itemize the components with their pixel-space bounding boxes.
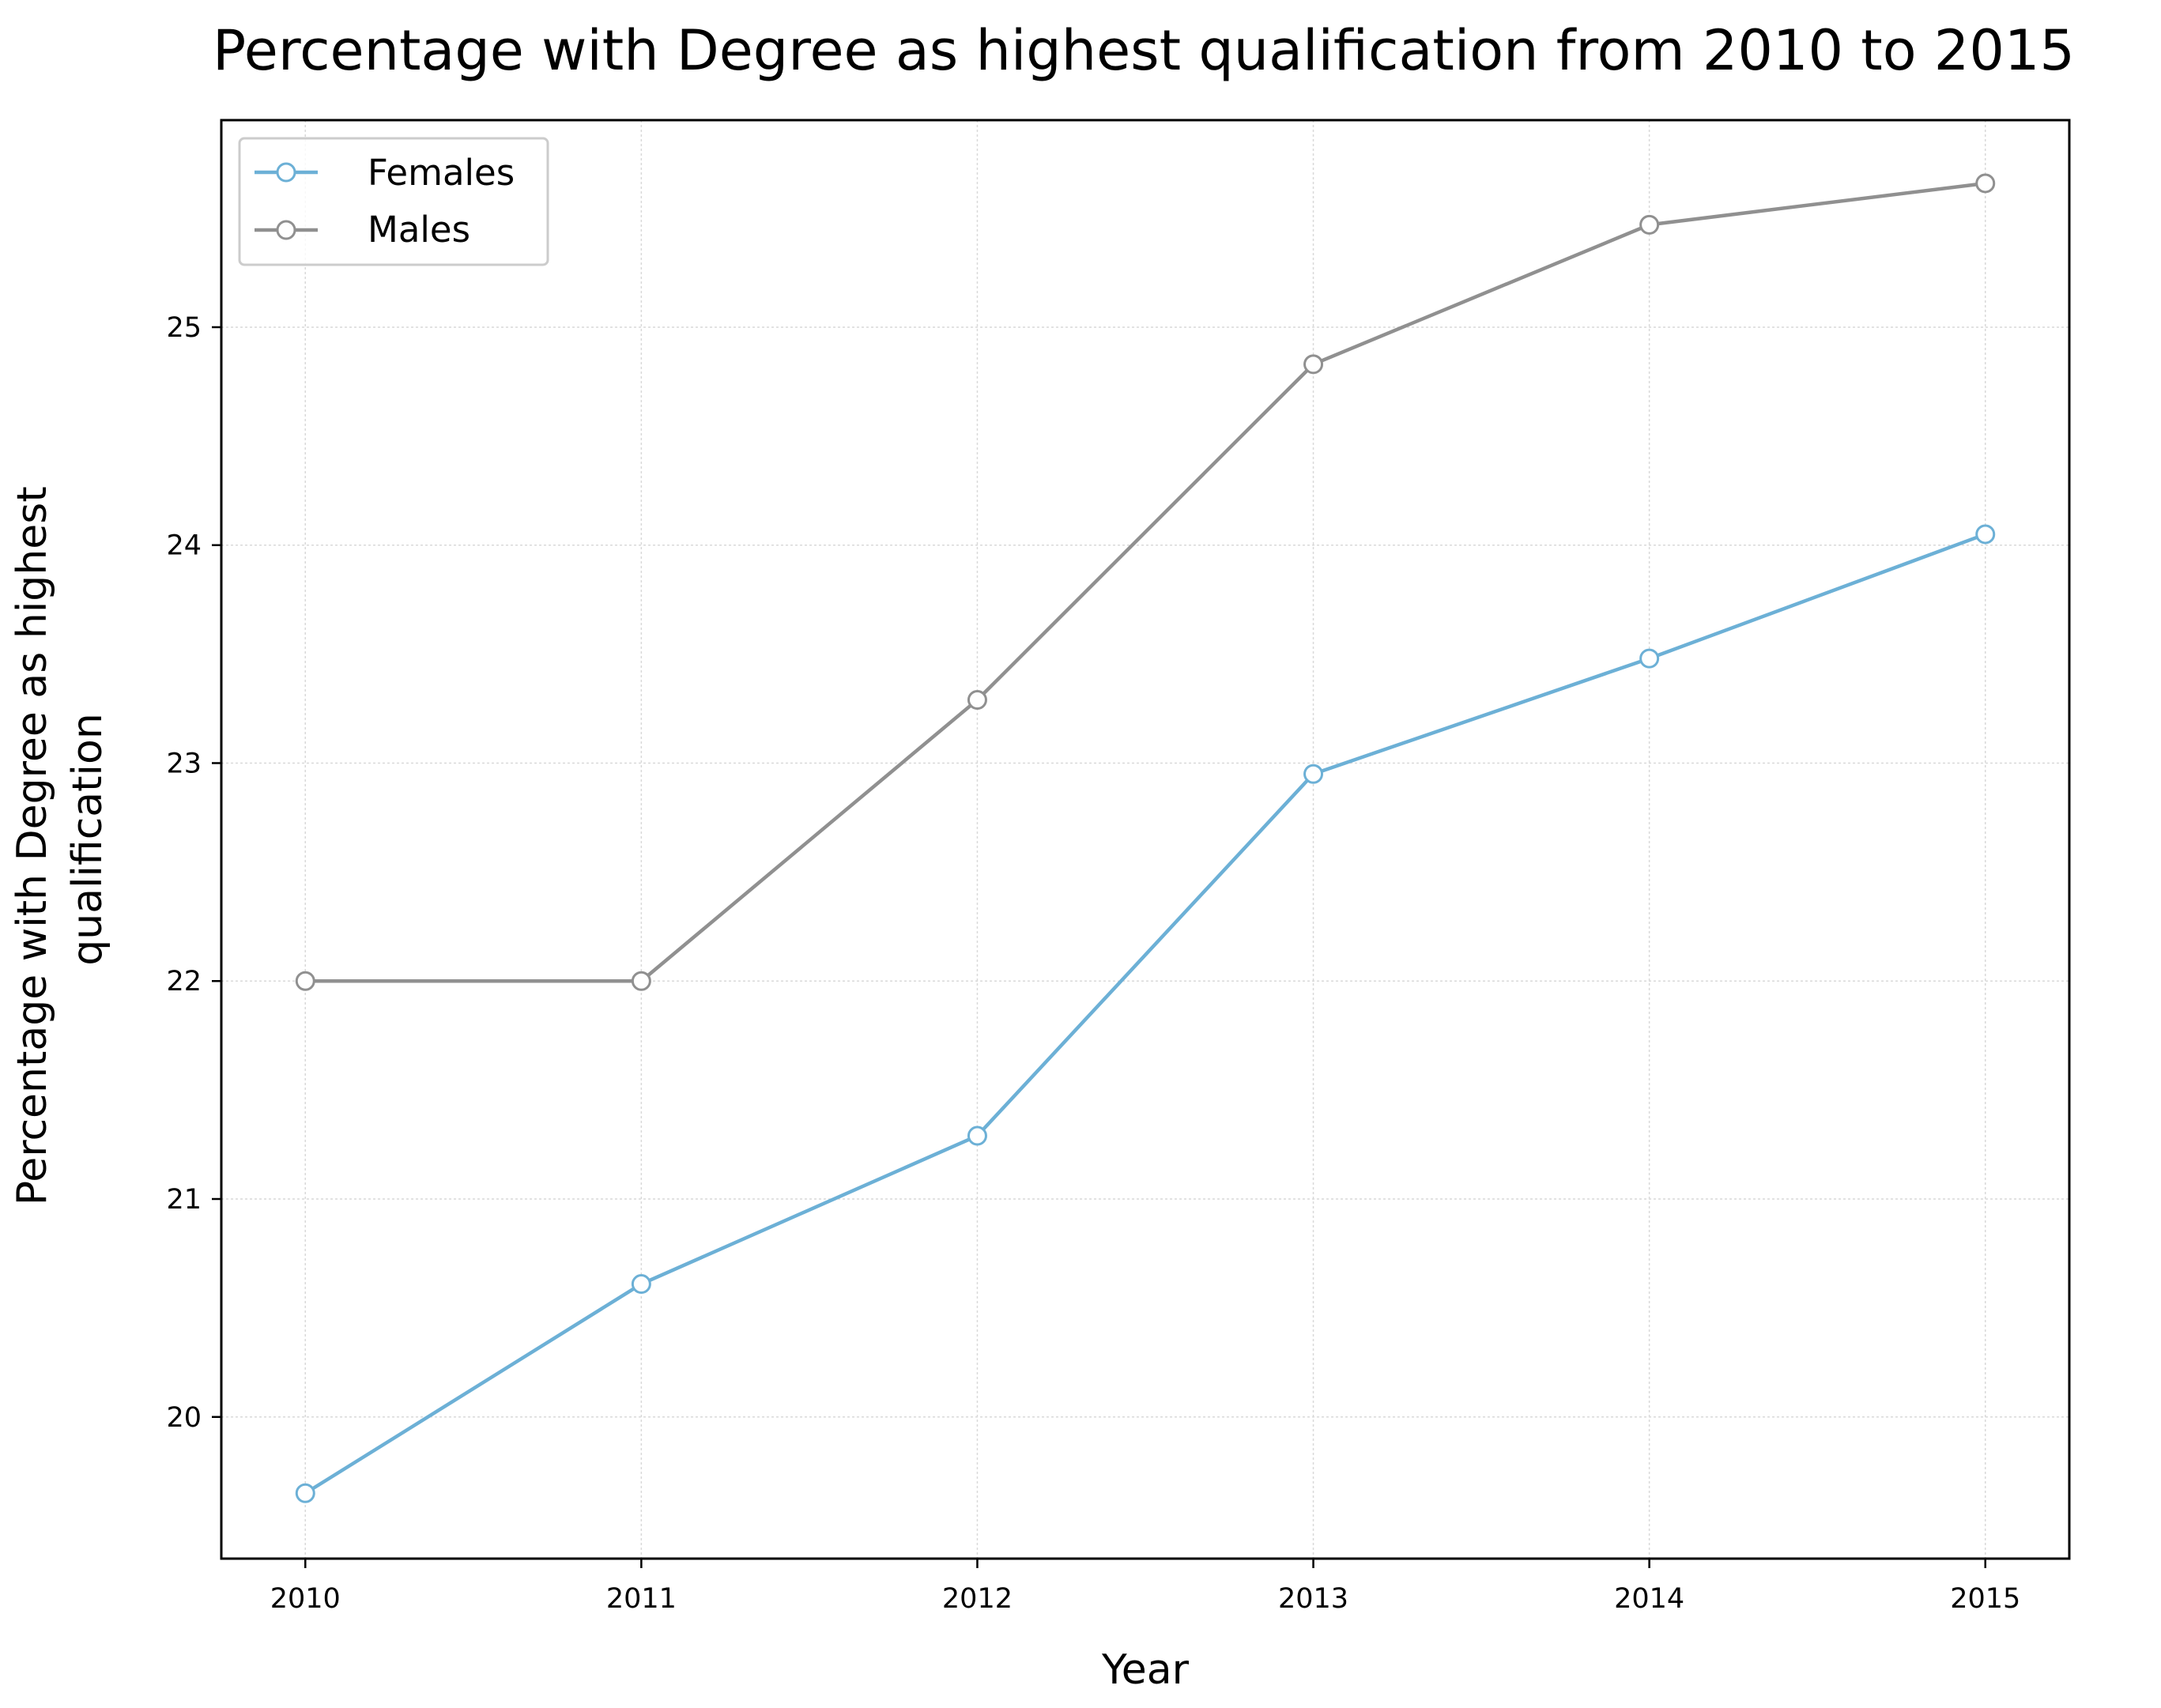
- legend-box: [238, 137, 549, 266]
- y-tick-label: 22: [166, 966, 202, 997]
- legend-label-males: Males: [368, 209, 470, 251]
- legend-label-females: Females: [368, 152, 515, 194]
- data-point-males: [1975, 173, 1996, 194]
- data-point-females: [295, 1483, 315, 1503]
- legend-entry-males: Males: [255, 209, 470, 251]
- data-point-females: [1639, 648, 1660, 669]
- data-point-males: [631, 971, 651, 991]
- y-axis-label: Percentage with Degree as highest qualif…: [9, 473, 111, 1206]
- x-tick-label: 2010: [270, 1583, 341, 1615]
- x-tick-label: 2014: [1614, 1583, 1684, 1615]
- y-tick-label: 21: [166, 1184, 202, 1216]
- y-axis-label-line-1: Percentage with Degree as highest: [9, 486, 56, 1205]
- x-tick-label: 2011: [606, 1583, 677, 1615]
- x-tick-label: 2013: [1278, 1583, 1348, 1615]
- data-point-females: [1303, 764, 1324, 784]
- data-point-females: [1975, 524, 1996, 545]
- y-tick-label: 25: [166, 312, 202, 344]
- y-tick-label: 20: [166, 1402, 202, 1434]
- data-point-males: [295, 971, 315, 991]
- series-line-females: [304, 532, 1986, 1495]
- x-tick-label: 2015: [1950, 1583, 2020, 1615]
- tick-layer: 2010 2011 2012 2013 2014 2015 20 21 22 23 24 25: [166, 312, 2020, 1615]
- series-layer: [295, 173, 1996, 1503]
- legend-entry-females: Females: [255, 152, 515, 194]
- data-point-females: [631, 1274, 651, 1295]
- x-axis-label: Year: [1101, 1646, 1190, 1694]
- data-point-males: [967, 690, 987, 711]
- y-tick-label: 24: [166, 530, 202, 562]
- chart-title: Percentage with Degree as highest qualif…: [213, 18, 2075, 83]
- legend-marker-females: [276, 162, 296, 183]
- plot-frame: [220, 119, 2071, 1560]
- legend: Females Males: [238, 137, 549, 266]
- x-tick-label: 2012: [942, 1583, 1013, 1615]
- data-point-males: [1639, 214, 1660, 235]
- y-tick-label: 23: [166, 748, 202, 779]
- legend-marker-males: [276, 220, 296, 240]
- y-axis-label-line-2: qualification: [64, 713, 111, 966]
- series-line-males: [305, 181, 1986, 983]
- data-point-females: [967, 1125, 987, 1146]
- data-point-males: [1303, 354, 1324, 375]
